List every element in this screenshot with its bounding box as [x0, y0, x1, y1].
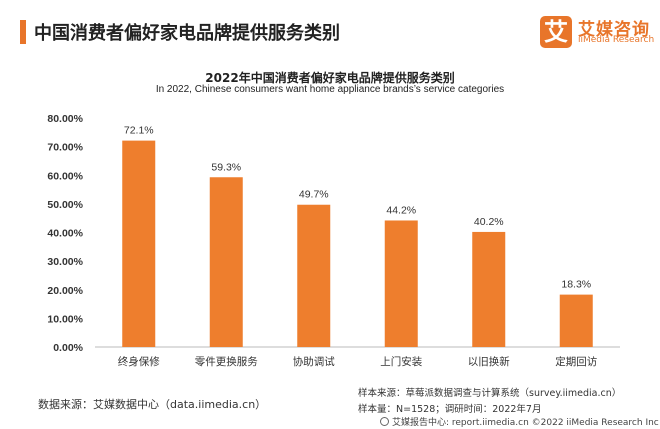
bar-value-label: 18.3% — [561, 279, 591, 291]
y-tick-label: 40.00% — [47, 228, 83, 240]
footer-credit-text: 艾媒报告中心: report.iimedia.cn ©2022 iiMedia … — [392, 418, 659, 428]
y-tick-label: 70.00% — [47, 142, 83, 154]
bar-4 — [384, 220, 418, 347]
y-tick-label: 10.00% — [47, 313, 83, 325]
chart-subtitle: In 2022, Chinese consumers want home app… — [155, 84, 505, 95]
bar-value-label: 72.1% — [124, 125, 154, 137]
sample-source: 样本来源：草莓派数据调查与计算系统（survey.iimedia.cn） — [358, 388, 622, 399]
page-title: 中国消费者偏好家电品牌提供服务类别 — [34, 23, 340, 44]
bar-value-label: 49.7% — [299, 189, 329, 201]
x-tick-label: 以旧换新 — [468, 355, 510, 368]
y-tick-label: 30.00% — [47, 256, 83, 268]
title-accent-bar — [20, 20, 26, 44]
sample-info: 样本量：N=1528；调研时间：2022年7月 — [358, 404, 542, 415]
bar-5 — [472, 231, 506, 347]
x-tick-label: 定期回访 — [555, 355, 597, 368]
chart-title: 2022年中国消费者偏好家电品牌提供服务类别 — [205, 71, 455, 85]
footer-credit: 艾媒报告中心: report.iimedia.cn ©2022 iiMedia … — [380, 415, 659, 428]
bar-6 — [559, 294, 593, 347]
x-tick-label: 上门安装 — [380, 355, 422, 368]
x-tick-label: 终身保修 — [118, 355, 160, 368]
x-tick-label: 协助调试 — [293, 355, 335, 368]
y-tick-label: 0.00% — [53, 342, 83, 354]
x-tick-label: 零件更换服务 — [195, 355, 258, 368]
y-tick-label: 80.00% — [47, 113, 83, 125]
data-source: 数据来源：艾媒数据中心（data.iimedia.cn） — [38, 398, 267, 411]
bar-1 — [122, 140, 156, 347]
logo-mark-icon: 艾 — [540, 16, 572, 48]
logo-name-en: iiMedia Research — [578, 35, 655, 45]
y-tick-label: 60.00% — [47, 170, 83, 182]
y-tick-label: 50.00% — [47, 199, 83, 211]
y-tick-label: 20.00% — [47, 285, 83, 297]
report-icon — [380, 417, 389, 426]
bar-3 — [297, 204, 331, 347]
bar-value-label: 59.3% — [211, 161, 241, 173]
bar-value-label: 44.2% — [386, 204, 416, 216]
logo-name-cn: 艾媒咨询 — [578, 20, 650, 40]
iimedia-logo: 艾 艾媒咨询 iiMedia Research — [540, 13, 654, 53]
bar-value-label: 40.2% — [474, 216, 504, 228]
bar-2 — [209, 177, 243, 347]
